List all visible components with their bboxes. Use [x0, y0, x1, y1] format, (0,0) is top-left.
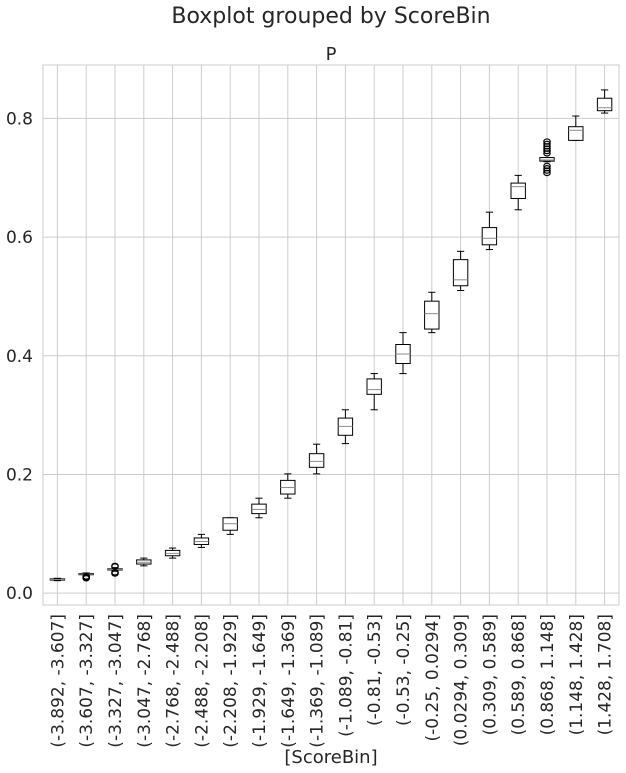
plot-frame — [42, 64, 620, 606]
x-tick-label: (-2.488, -2.208] — [192, 614, 212, 748]
flier-point — [111, 562, 119, 570]
box-group — [366, 373, 382, 411]
box — [539, 157, 555, 162]
box — [424, 300, 440, 330]
flier-point — [543, 138, 551, 145]
box-group — [49, 577, 66, 582]
box — [596, 97, 613, 112]
x-tick-label: (-0.25, 0.0294] — [423, 614, 443, 742]
x-tick-label: (-0.81, -0.53] — [365, 614, 385, 726]
box-group — [222, 517, 238, 535]
x-tick-label: (-3.607, -3.327] — [77, 614, 97, 748]
x-tick-labels: (-3.892, -3.607] (-3.607, -3.327] (-3.327,… — [48, 614, 615, 748]
x-tick-label: (-3.892, -3.607] — [48, 614, 68, 748]
chart-title: P — [326, 44, 337, 65]
x-tick-label: (0.589, 0.868] — [509, 614, 529, 735]
box-group — [539, 138, 555, 177]
flier-point — [111, 569, 119, 576]
flier-point — [543, 165, 551, 172]
x-tick-label: (-1.649, -1.369] — [279, 614, 299, 748]
gridlines — [43, 65, 619, 605]
box — [308, 453, 325, 468]
x-tick-label: (1.148, 1.428] — [567, 614, 587, 735]
box-group — [78, 572, 94, 582]
y-tick-label: 0.6 — [6, 228, 33, 248]
boxes — [49, 89, 613, 582]
box — [366, 378, 382, 395]
x-tick-label: (1.428, 1.708] — [596, 614, 616, 735]
x-tick-label: (-1.369, -1.089] — [308, 614, 328, 748]
y-tick-label: 0.2 — [6, 465, 33, 485]
box-group — [251, 497, 267, 519]
plot-area — [42, 64, 620, 606]
box-group — [337, 409, 354, 445]
x-tick-label: (-2.208, -1.929] — [221, 614, 241, 748]
chart-suptitle: Boxplot grouped by ScoreBin — [171, 4, 490, 29]
box — [481, 227, 498, 246]
plot-background — [43, 65, 619, 605]
x-tick-label: (0.868, 1.148] — [538, 614, 558, 735]
box — [510, 182, 526, 200]
box-group — [164, 547, 181, 559]
x-tick-label: (0.0294, 0.309] — [452, 614, 472, 746]
y-tick-label: 0.0 — [6, 584, 33, 604]
box-group — [424, 291, 440, 334]
box-group — [452, 250, 469, 291]
x-tick-label: (-2.768, -2.488] — [164, 614, 184, 748]
box-group — [510, 174, 526, 211]
x-tick-label: (0.309, 0.589] — [480, 614, 500, 735]
box-group — [308, 443, 325, 475]
x-tick-label: (-3.047, -2.768] — [135, 614, 155, 748]
box-group — [193, 533, 210, 548]
x-tick-label: (-0.53, -0.25] — [394, 614, 414, 726]
box — [452, 259, 469, 287]
x-tick-label: (-1.089, -0.81] — [336, 614, 356, 737]
box-group — [280, 473, 296, 499]
box-group — [481, 211, 498, 251]
box-group — [395, 332, 411, 375]
box — [251, 503, 267, 515]
flier-point — [82, 573, 91, 580]
x-tick-label: (-1.929, -1.649] — [250, 614, 270, 748]
box-group — [136, 557, 152, 567]
box-group — [107, 562, 123, 577]
box — [568, 126, 584, 141]
flier-point — [543, 140, 551, 148]
x-tick-label: (-3.327, -3.047] — [106, 614, 126, 748]
box-group — [568, 115, 584, 141]
flier-point — [543, 162, 551, 170]
y-tick-label: 0.4 — [6, 347, 33, 367]
box-group — [596, 89, 613, 114]
y-tick-labels: 0.0 0.2 0.4 0.6 0.8 — [6, 109, 33, 604]
x-axis-label: [ScoreBin] — [284, 747, 377, 768]
y-tick-label: 0.8 — [6, 109, 33, 129]
